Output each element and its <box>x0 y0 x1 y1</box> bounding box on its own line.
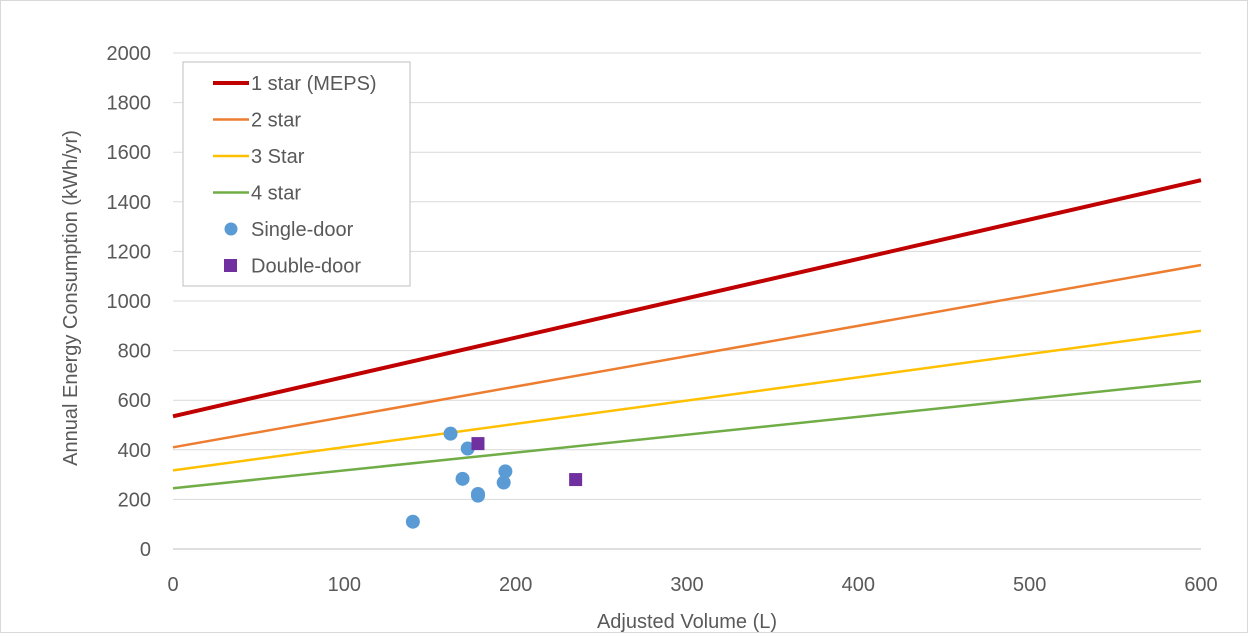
legend-label: 4 star <box>251 183 301 205</box>
series-line <box>172 329 1202 472</box>
legend-swatch-square <box>224 259 237 272</box>
y-tick-label: 1600 <box>107 142 152 164</box>
data-point-circle <box>443 426 458 441</box>
data-point-circle <box>498 464 513 479</box>
x-axis-label: Adjusted Volume (L) <box>597 611 777 632</box>
x-tick-label: 400 <box>842 574 875 596</box>
legend-label: 1 star (MEPS) <box>251 73 377 95</box>
x-tick-label: 600 <box>1184 574 1217 596</box>
y-tick-label: 0 <box>140 539 151 561</box>
y-tick-labels: 0 200 400 600 800 1000 1200 1400 1600 1800 2000 <box>107 43 152 561</box>
y-tick-label: 1000 <box>107 291 152 313</box>
y-tick-label: 1200 <box>107 241 152 263</box>
y-tick-label: 600 <box>118 390 151 412</box>
x-tick-label: 300 <box>670 574 703 596</box>
data-point-circle <box>496 475 511 490</box>
series-line <box>172 379 1202 490</box>
legend-box <box>182 61 411 287</box>
y-tick-label: 2000 <box>107 43 152 65</box>
data-point-circle <box>405 514 420 529</box>
y-tick-label: 400 <box>118 440 151 462</box>
y-axis-label: Annual Energy Consumption (kWh/yr) <box>60 130 82 466</box>
y-tick-label: 200 <box>118 489 151 511</box>
data-point-square <box>569 473 583 487</box>
data-point-circle <box>470 488 485 503</box>
legend-label: Single-door <box>251 219 354 241</box>
legend-label: 3 Star <box>251 146 305 168</box>
series-line <box>172 263 1202 449</box>
x-tick-label: 0 <box>167 574 178 596</box>
legend: 1 star (MEPS) 2 star 3 Star 4 star Single-do… <box>182 61 411 287</box>
y-tick-label: 1400 <box>107 192 152 214</box>
data-point-circle <box>460 441 475 456</box>
legend-label: 2 star <box>251 110 301 132</box>
x-tick-label: 200 <box>499 574 532 596</box>
series-markers <box>405 426 583 529</box>
x-tick-label: 100 <box>328 574 361 596</box>
x-tick-label: 500 <box>1013 574 1046 596</box>
legend-label: Double-door <box>251 256 361 278</box>
y-tick-label: 1800 <box>107 93 152 115</box>
y-tick-label: 800 <box>118 341 151 363</box>
x-tick-labels: 0 100 200 300 400 500 600 <box>167 574 1217 596</box>
series-line <box>172 178 1202 419</box>
data-point-circle <box>455 471 470 486</box>
series-lines <box>172 178 1202 490</box>
legend-swatch-circle <box>224 222 238 236</box>
data-point-square <box>471 437 485 451</box>
